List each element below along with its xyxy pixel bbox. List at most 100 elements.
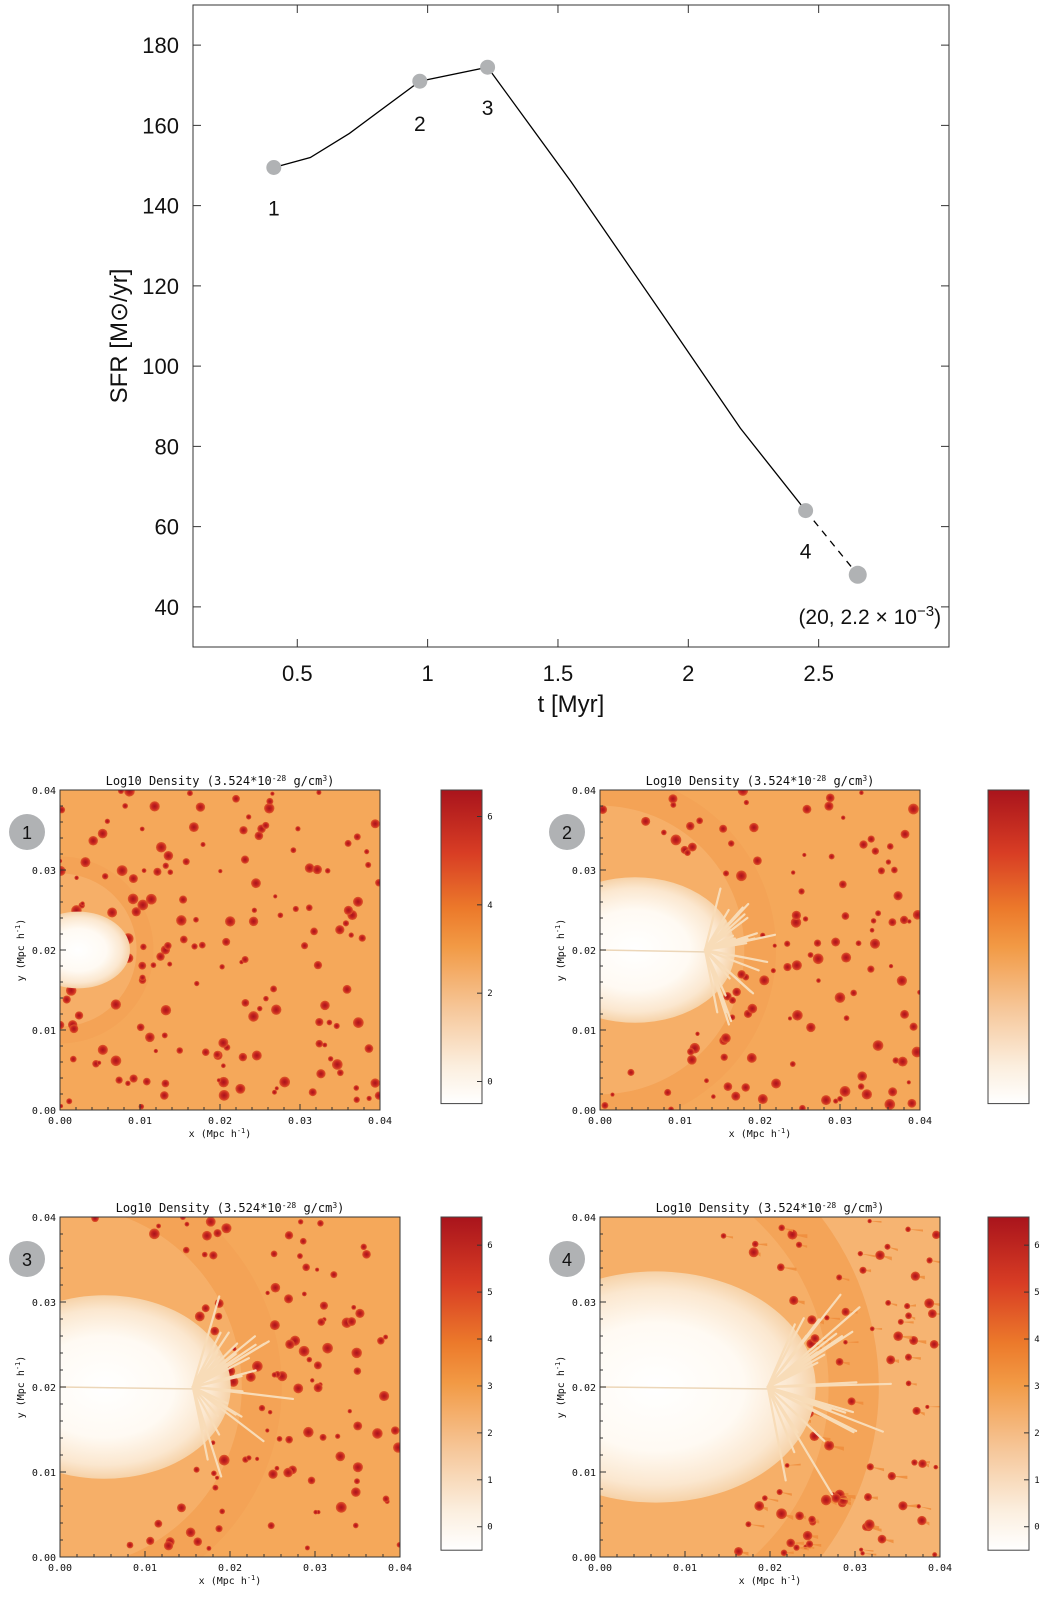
density-clump <box>264 803 275 814</box>
density-clump <box>241 956 249 964</box>
density-clump <box>335 925 345 935</box>
density-clump <box>193 1466 200 1473</box>
density-clump <box>821 1095 832 1106</box>
y-axis-label: y (Mpc h-1) <box>554 1356 567 1419</box>
density-clump <box>263 995 269 1002</box>
density-tail <box>790 1541 804 1546</box>
density-tail <box>870 1466 885 1472</box>
x-tick-label: 0.02 <box>758 1563 782 1574</box>
x-tick-label: 1.5 <box>543 661 574 686</box>
density-clump <box>313 1509 318 1515</box>
density-clump <box>271 1089 277 1095</box>
density-tail <box>872 1328 883 1330</box>
density-clump <box>277 912 284 919</box>
low-density-bubble <box>60 911 130 989</box>
density-clump <box>292 905 299 912</box>
colorbar-tick-label: 4 <box>487 1335 492 1345</box>
filament <box>703 916 749 952</box>
y-tick-label: 0.04 <box>572 786 596 797</box>
density-clump <box>831 1493 841 1503</box>
density-clump <box>213 1229 222 1238</box>
density-clump <box>320 1000 330 1011</box>
density-clump <box>194 980 200 987</box>
data-point-marker <box>266 160 282 176</box>
y-tick-label: 60 <box>155 515 179 540</box>
density-clump <box>841 815 846 820</box>
density-clump <box>746 1053 757 1063</box>
density-clump <box>284 1294 294 1304</box>
density-clump <box>265 1290 270 1296</box>
y-tick-label: 0.02 <box>32 946 56 957</box>
filament <box>191 1385 244 1393</box>
density-clump <box>795 1241 803 1248</box>
density-clump <box>218 1454 230 1466</box>
filament <box>766 1385 796 1454</box>
density-clump <box>358 934 366 942</box>
density-clump <box>145 1032 155 1043</box>
x-tick-label: 0.03 <box>303 1563 327 1574</box>
colorbar-tick-label: 4 <box>1034 1335 1039 1345</box>
density-clump <box>351 1347 362 1359</box>
density-clump <box>372 1428 383 1439</box>
density-clump <box>161 1032 168 1039</box>
density-clump <box>313 1383 323 1393</box>
x-tick-label: 0.01 <box>128 1116 152 1127</box>
density-clump <box>301 1291 307 1297</box>
density-clump <box>267 1409 273 1415</box>
density-clump <box>193 1537 203 1546</box>
density-clump <box>668 794 678 804</box>
density-clump <box>179 895 188 904</box>
density-clump <box>802 916 809 922</box>
density-clump <box>139 974 146 981</box>
density-clump <box>737 790 749 796</box>
density-tail <box>900 1321 914 1324</box>
filament <box>191 1385 243 1418</box>
density-clump <box>149 801 160 812</box>
density-clump <box>870 918 877 924</box>
jet-streak <box>60 1386 200 1390</box>
data-point-marker <box>798 503 814 519</box>
density-clump <box>246 814 252 820</box>
density-clump <box>182 1246 190 1254</box>
density-clump <box>218 1089 230 1101</box>
density-clump <box>824 1440 835 1451</box>
density-clump <box>791 960 802 971</box>
density-clump <box>137 899 149 911</box>
density-tail <box>921 1520 930 1526</box>
density-clump <box>333 1022 340 1030</box>
panel-number-label: 4 <box>562 1250 572 1270</box>
density-clump <box>754 1501 765 1511</box>
density-clump <box>194 1311 205 1322</box>
density-clump <box>736 870 747 882</box>
density-clump <box>215 1312 223 1320</box>
density-tail <box>845 1341 859 1344</box>
density-clump <box>251 878 261 889</box>
density-clump <box>353 1367 362 1375</box>
filament <box>766 1385 826 1442</box>
filament <box>191 1374 243 1389</box>
density-clump <box>382 1495 390 1503</box>
density-tail <box>787 1463 801 1466</box>
density-clump <box>213 1050 221 1059</box>
density-tail <box>723 1235 734 1239</box>
density-clump <box>900 1009 909 1019</box>
density-clump <box>209 1251 218 1260</box>
data-point-label: 4 <box>800 541 812 564</box>
density-clump <box>364 849 370 855</box>
filament <box>766 1385 787 1482</box>
x-tick-label: 0.04 <box>908 1116 932 1127</box>
x-tick-label: 0.02 <box>208 1116 232 1127</box>
x-tick-label: 0.02 <box>748 1116 772 1127</box>
density-clump <box>790 917 802 928</box>
density-clump <box>749 822 759 833</box>
density-clump <box>601 1101 609 1109</box>
density-clump <box>884 1099 896 1110</box>
density-clump <box>353 1421 363 1431</box>
density-clump <box>886 1355 896 1365</box>
density-clump <box>897 1318 904 1325</box>
density-clump <box>219 1508 226 1515</box>
panel-number-label: 1 <box>22 823 32 843</box>
density-clump <box>720 1233 727 1239</box>
density-clump <box>784 1463 790 1468</box>
series-line <box>273 66 807 512</box>
